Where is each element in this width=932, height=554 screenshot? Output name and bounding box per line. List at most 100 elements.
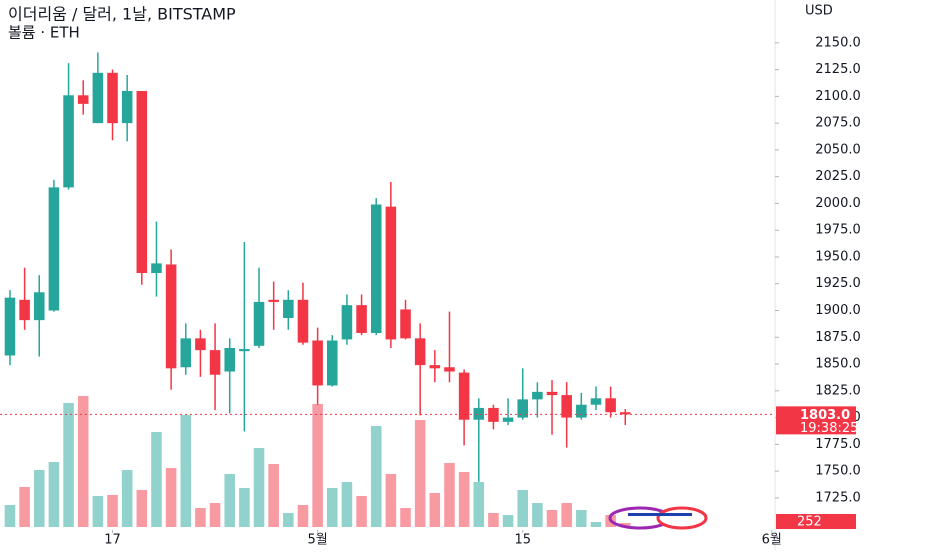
volume-bar (239, 488, 250, 527)
x-tick-label: 15 (514, 533, 531, 548)
candle-body (33, 292, 45, 321)
volume-bar (151, 432, 162, 527)
volume-bar (195, 508, 206, 527)
candle-body (195, 338, 206, 351)
volume-bar (370, 426, 382, 527)
y-tick-label: 1850.0 (815, 357, 861, 372)
volume-bar (180, 415, 192, 527)
candle-body (326, 340, 338, 386)
volume-bar (312, 404, 323, 527)
y-tick-label: 1875.0 (815, 330, 861, 345)
candle-body (19, 299, 30, 321)
volume-bar (224, 474, 235, 527)
candle-body (429, 365, 441, 369)
volume-bar (253, 448, 265, 527)
y-tick-label: 2100.0 (815, 89, 861, 104)
candle-body (63, 95, 74, 188)
volume-bar (63, 403, 74, 527)
candle-body (356, 305, 367, 333)
chart-title: 이더리움 / 달러, 1날, BITSTAMP (8, 5, 236, 24)
volume-bar (400, 508, 411, 527)
candle-body (312, 340, 323, 386)
y-tick-label: 2150.0 (815, 35, 861, 50)
volume-bar (444, 463, 455, 527)
candle-body (620, 412, 631, 415)
volume-bar (356, 496, 367, 527)
candle-body (546, 391, 558, 396)
candle-body (473, 407, 485, 420)
candle-body (532, 391, 543, 400)
y-axis-label: USD (805, 4, 833, 19)
candle-body (517, 399, 528, 418)
last-price-label: 1803.0 (800, 408, 850, 423)
candle-body (48, 187, 60, 311)
volume-bar (92, 496, 104, 527)
candle-body (488, 407, 499, 422)
volume-bar (590, 522, 602, 527)
x-tick-label: 17 (104, 533, 121, 548)
y-tick-label: 2025.0 (815, 169, 861, 184)
candle-body (151, 263, 162, 274)
y-tick-label: 1975.0 (815, 223, 861, 238)
y-tick-label: 1775.0 (815, 437, 861, 452)
volume-bar (620, 523, 631, 527)
volume-bar (121, 470, 133, 527)
x-tick-label: 5월 (308, 533, 328, 548)
volume-bar (517, 490, 528, 527)
volume-bar (546, 510, 558, 527)
y-tick-label: 1900.0 (815, 303, 861, 318)
volume-bar (576, 510, 587, 527)
volume-bar (458, 472, 470, 527)
y-tick-label: 1925.0 (815, 276, 861, 291)
volume-bar (107, 495, 118, 527)
candle-body (414, 338, 426, 366)
candle-body (77, 95, 89, 104)
chart-subtitle: 볼륨 · ETH (8, 24, 80, 42)
y-tick-label: 2000.0 (815, 196, 861, 211)
y-tick-label: 1825.0 (815, 383, 861, 398)
logo (608, 506, 708, 530)
volume-bar (77, 396, 89, 527)
candle-body (576, 404, 587, 418)
candle-body (107, 72, 118, 124)
volume-bar (532, 503, 543, 527)
candle-body (605, 398, 616, 413)
volume-bar (502, 515, 514, 527)
countdown: 19:38:25 (800, 421, 858, 436)
candle-body (136, 91, 148, 274)
y-tick-label: 2050.0 (815, 142, 861, 157)
candle-body (239, 349, 250, 352)
volume-bar (19, 487, 30, 527)
y-tick-label: 2075.0 (815, 116, 861, 131)
candle-body (561, 395, 572, 418)
y-tick-label: 2125.0 (815, 62, 861, 77)
candle-body (341, 305, 353, 340)
last-volume-tag (776, 514, 856, 529)
volume-bar (488, 513, 499, 527)
candle-body (268, 299, 279, 302)
candle-body (370, 204, 382, 333)
volume-bar (473, 482, 485, 527)
volume-bar (429, 493, 441, 527)
volume-bar (326, 488, 338, 527)
last-price-tag (776, 406, 856, 435)
volume-bar (561, 503, 572, 527)
candle-body (253, 301, 265, 346)
candle-body (297, 299, 309, 343)
volume-bar (414, 420, 426, 527)
volume-bar (385, 474, 397, 527)
y-tick-label: 1950.0 (815, 249, 861, 264)
candle-body (165, 264, 177, 369)
candle-body (400, 309, 411, 339)
candle-body (224, 347, 235, 372)
candle-body (121, 91, 133, 124)
volume-bar (283, 513, 294, 527)
volume-bar (209, 503, 221, 527)
volume-bar (165, 468, 177, 527)
y-tick-label: 1725.0 (815, 490, 861, 505)
candle-body (180, 338, 192, 368)
x-tick-label: 6월 (762, 533, 782, 548)
candle-body (283, 299, 294, 318)
candle-body (458, 372, 470, 420)
